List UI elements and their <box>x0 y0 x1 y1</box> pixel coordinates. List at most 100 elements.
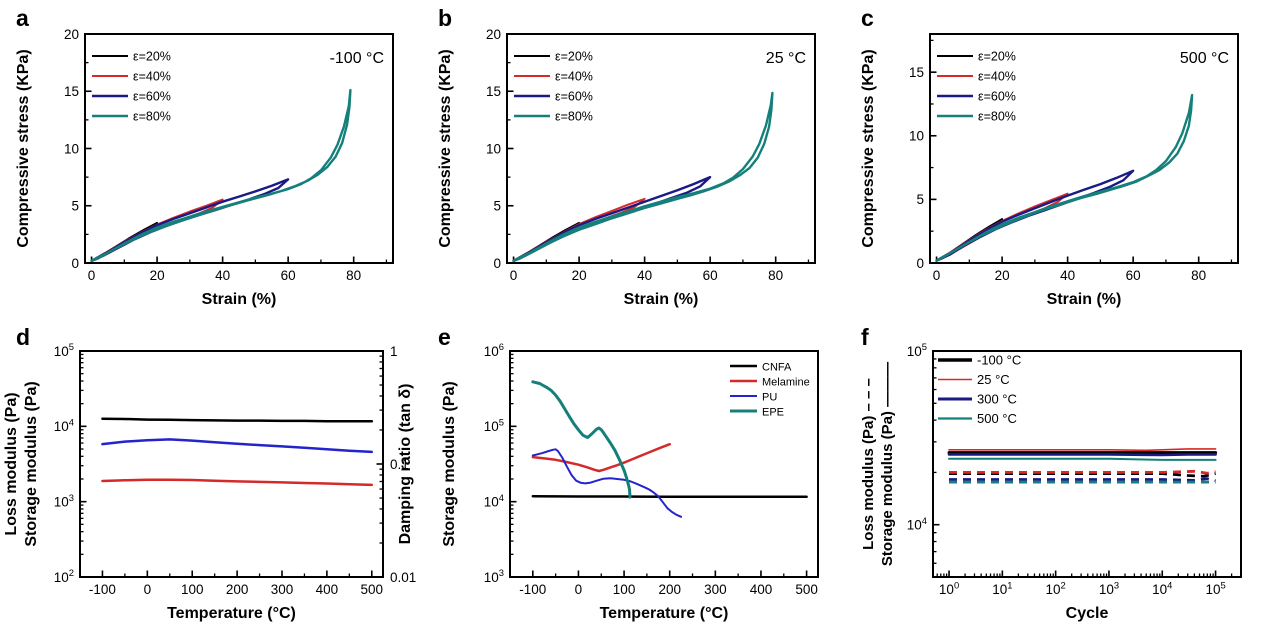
legend: -100 °C 25 °C 300 °C 500 °C <box>938 353 1021 426</box>
y-tick-label: 106 <box>484 341 504 359</box>
panel-label-c: c <box>861 5 874 31</box>
series-storage-500 <box>948 457 1217 461</box>
x-tick-label: 104 <box>1152 579 1172 597</box>
legend-label: PU <box>762 392 777 404</box>
series-group <box>531 380 808 518</box>
series-loss-m100 <box>949 472 1216 478</box>
x-axis-title: Strain (%) <box>202 291 277 308</box>
x-tick-label: -100 <box>89 582 116 597</box>
legend-label: 25 °C <box>977 372 1010 387</box>
x-tick-label: 400 <box>316 582 339 597</box>
legend: ε=20% ε=40% ε=60% ε=80% <box>937 50 1016 124</box>
x-tick-label: 80 <box>346 268 361 283</box>
x-tick-label: 20 <box>995 268 1010 283</box>
series-group <box>935 93 1194 262</box>
x-tick-label: 400 <box>750 582 773 597</box>
x-tick-label: 105 <box>1205 579 1225 597</box>
x-tick-label: 40 <box>215 268 230 283</box>
legend-label: CNFA <box>762 362 792 374</box>
x-tick-label: 100 <box>939 579 959 597</box>
x-tick-label: 100 <box>181 582 204 597</box>
y-tick-label: 20 <box>486 27 501 42</box>
legend-label: ε=20% <box>555 50 593 64</box>
chart-panel-e: e -100 0 100 200 300 400 500 103 104 105 106 Tempera… <box>438 324 819 622</box>
chart-panel-a: a 0 20 40 60 80 0 5 10 15 20 Strain (%) Compressive … <box>15 5 394 308</box>
plot-frame <box>932 350 1242 578</box>
x-axis-title: Strain (%) <box>1047 291 1122 308</box>
axes: 0 20 40 60 80 0 5 10 15 Strain (%) Compressive str… <box>860 39 1233 308</box>
legend: ε=20% ε=40% ε=60% ε=80% <box>514 50 593 124</box>
legend-label: ε=20% <box>133 50 171 64</box>
y-tick-label: 10 <box>64 141 79 156</box>
series-group <box>101 417 374 487</box>
x-tick-label: 102 <box>1046 579 1066 597</box>
series-storage-300 <box>947 453 1217 457</box>
y-tick-label: 105 <box>907 341 927 359</box>
y-tick-label: 105 <box>54 341 74 359</box>
chart-c: c 0 20 40 60 80 0 5 10 15 Strain (%) Compressive st… <box>860 5 1239 308</box>
x-tick-label: 40 <box>637 268 652 283</box>
y-tick-label: 15 <box>486 84 501 99</box>
series-strain-80 <box>935 93 1194 262</box>
x-tick-label: 200 <box>658 582 681 597</box>
chart-panel-c: c 0 20 40 60 80 0 5 10 15 Strain (%) Compressive st… <box>860 5 1239 308</box>
series-pu <box>531 448 683 518</box>
series-storage-modulus <box>101 417 374 423</box>
x-tick-label: 0 <box>933 268 941 283</box>
y-axis-title: Storage modulus (Pa) <box>441 381 458 546</box>
x-tick-label: 0 <box>144 582 152 597</box>
series-storage-25 <box>948 448 1217 452</box>
axes: 0 20 40 60 80 0 5 10 15 20 Strain (%) Compressive s… <box>437 27 810 308</box>
plot-frame <box>79 350 384 578</box>
panel-label-a: a <box>16 5 29 31</box>
y-axis-title: Compressive stress (KPa) <box>437 49 454 247</box>
legend-label: ε=60% <box>978 90 1016 104</box>
x-axis-title: Strain (%) <box>624 291 699 308</box>
x-axis-title: Temperature (°C) <box>167 605 296 622</box>
legend: CNFA Melamine PU EPE <box>730 362 810 419</box>
x-tick-label: 300 <box>271 582 294 597</box>
x-tick-label: 500 <box>795 582 818 597</box>
series-strain-60 <box>90 178 290 263</box>
chart-panel-d: d -100 0 100 200 300 400 500 102 103 104 105 1 0.1 0.0… <box>3 324 416 622</box>
series-strain-80 <box>512 91 774 263</box>
chart-e: e -100 0 100 200 300 400 500 103 104 105 106 Tempera… <box>438 324 819 622</box>
series-loss-modulus <box>101 478 374 487</box>
axes: -100 0 100 200 300 400 500 103 104 105 106 Temperat… <box>441 341 818 622</box>
legend-label: ε=40% <box>133 70 171 84</box>
y-axis-title: Loss modulus (Pa) <box>3 392 20 535</box>
panel-label-b: b <box>438 5 452 31</box>
y-tick-label: 103 <box>484 567 504 585</box>
x-tick-label: 0 <box>510 268 518 283</box>
x-tick-label: 300 <box>704 582 727 597</box>
legend-label: -100 °C <box>977 353 1021 368</box>
series-strain-60 <box>935 169 1135 262</box>
panel-label-f: f <box>861 324 869 350</box>
legend-label: ε=80% <box>555 110 593 124</box>
axes: -100 0 100 200 300 400 500 102 103 104 105 1 0.1 0.01… <box>3 341 416 622</box>
plot-frame <box>84 33 394 264</box>
x-axis-title: Cycle <box>1066 605 1109 622</box>
series-damping-ratio <box>101 438 374 454</box>
chart-d: d -100 0 100 200 300 400 500 102 103 104 105 1 0.1 0.0… <box>3 324 416 622</box>
series-group <box>947 448 1218 484</box>
series-cnfa <box>531 495 808 499</box>
y-tick-label: 105 <box>484 416 504 434</box>
x-tick-label: 0 <box>88 268 96 283</box>
y-tick-label: 10 <box>486 141 501 156</box>
panel-label-e: e <box>438 324 451 350</box>
y-tick-label: 104 <box>907 515 927 533</box>
y-tick-label: 5 <box>493 199 501 214</box>
legend-label: ε=40% <box>978 70 1016 84</box>
x-tick-label: 80 <box>1191 268 1206 283</box>
y-tick-label: 104 <box>54 416 74 434</box>
x-tick-label: 500 <box>361 582 384 597</box>
y-axis-title: Storage modulus (Pa) <box>23 381 40 546</box>
y-tick-label: 5 <box>916 192 924 207</box>
legend-label: 500 °C <box>977 411 1017 426</box>
y-axis-title: Loss modulus (Pa) – – – <box>860 378 877 550</box>
x-tick-label: 200 <box>226 582 249 597</box>
panel-label-d: d <box>16 324 30 350</box>
axes: 100 101 102 103 104 105 104 105 Cycle Loss modulu… <box>860 341 1233 622</box>
